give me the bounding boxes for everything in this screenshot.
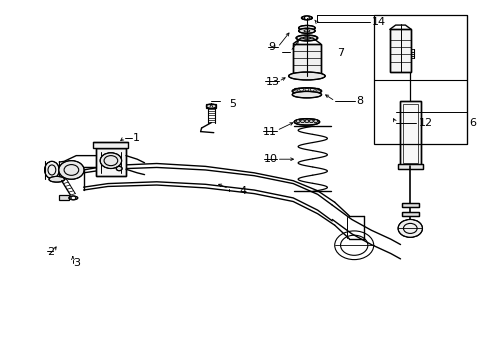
Text: 3: 3 bbox=[73, 258, 80, 268]
Text: 10: 10 bbox=[264, 154, 278, 164]
Circle shape bbox=[100, 153, 122, 168]
Circle shape bbox=[116, 166, 122, 171]
Text: 1: 1 bbox=[133, 133, 140, 143]
Circle shape bbox=[71, 196, 76, 200]
Text: 12: 12 bbox=[418, 118, 432, 128]
Ellipse shape bbox=[296, 35, 317, 41]
Bar bbox=[59, 195, 69, 200]
Ellipse shape bbox=[44, 161, 59, 179]
Bar bbox=[293, 44, 320, 76]
Bar bbox=[389, 30, 410, 72]
Bar bbox=[402, 104, 417, 163]
Circle shape bbox=[397, 220, 422, 237]
Text: 5: 5 bbox=[228, 99, 235, 109]
Circle shape bbox=[313, 120, 317, 123]
Circle shape bbox=[59, 161, 84, 179]
Circle shape bbox=[296, 120, 300, 123]
Bar bbox=[399, 101, 420, 166]
Ellipse shape bbox=[288, 72, 325, 80]
Bar bbox=[206, 104, 216, 108]
Ellipse shape bbox=[49, 176, 64, 182]
Bar bbox=[397, 163, 422, 169]
Bar bbox=[93, 142, 128, 148]
Circle shape bbox=[304, 16, 309, 20]
Text: 13: 13 bbox=[265, 77, 279, 87]
Circle shape bbox=[300, 120, 304, 123]
Bar bbox=[397, 163, 422, 169]
Bar bbox=[401, 203, 418, 207]
Bar bbox=[96, 148, 126, 176]
Circle shape bbox=[305, 120, 308, 123]
Bar bbox=[389, 30, 410, 72]
Ellipse shape bbox=[294, 119, 319, 125]
Text: 9: 9 bbox=[267, 42, 274, 52]
Ellipse shape bbox=[69, 196, 78, 200]
Ellipse shape bbox=[292, 88, 321, 94]
Bar bbox=[96, 148, 126, 176]
Bar bbox=[293, 44, 320, 76]
Text: 7: 7 bbox=[336, 48, 344, 58]
Ellipse shape bbox=[298, 26, 315, 31]
Text: 2: 2 bbox=[47, 247, 54, 257]
Text: 6: 6 bbox=[468, 118, 475, 128]
Circle shape bbox=[309, 120, 313, 123]
Text: 14: 14 bbox=[371, 17, 386, 27]
Bar bbox=[401, 212, 418, 216]
Text: 4: 4 bbox=[239, 186, 246, 197]
Ellipse shape bbox=[298, 28, 315, 33]
Bar bbox=[401, 203, 418, 207]
Text: 8: 8 bbox=[356, 96, 363, 106]
Ellipse shape bbox=[301, 16, 312, 20]
Bar bbox=[373, 15, 466, 144]
Bar bbox=[401, 212, 418, 216]
Ellipse shape bbox=[292, 91, 321, 98]
Bar bbox=[399, 101, 420, 166]
Text: 11: 11 bbox=[262, 127, 276, 136]
